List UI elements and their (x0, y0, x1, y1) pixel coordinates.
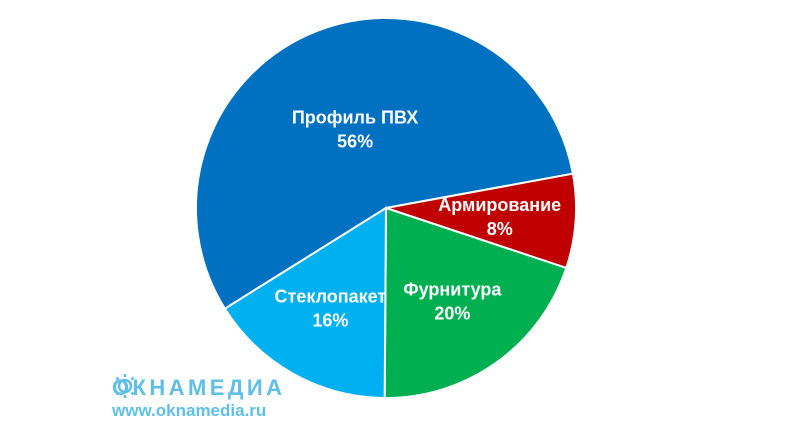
logo-name: ОКНАМЕДИА (112, 375, 282, 400)
slices (195, 17, 577, 400)
slice-value: 16% (312, 311, 348, 331)
pie-slice (223, 206, 388, 400)
pie-slice (195, 17, 575, 311)
slice-label: Стеклопакет (275, 287, 387, 307)
pie-slice (383, 206, 568, 399)
logo-url: www.oknamedia.ru (111, 401, 266, 420)
slice-label: Фурнитура (403, 280, 502, 300)
pie-slice (385, 172, 577, 270)
slice-label: Армирование (438, 195, 561, 215)
slice-value: 20% (434, 304, 470, 324)
slice-value: 8% (487, 219, 513, 239)
logo-icon (113, 374, 137, 398)
slice-label: Профиль ПВХ (292, 107, 419, 127)
labels: Профиль ПВХ 56% Армирование 8% Фурнитура 20% С… (275, 107, 562, 330)
slice-value: 56% (337, 131, 373, 151)
